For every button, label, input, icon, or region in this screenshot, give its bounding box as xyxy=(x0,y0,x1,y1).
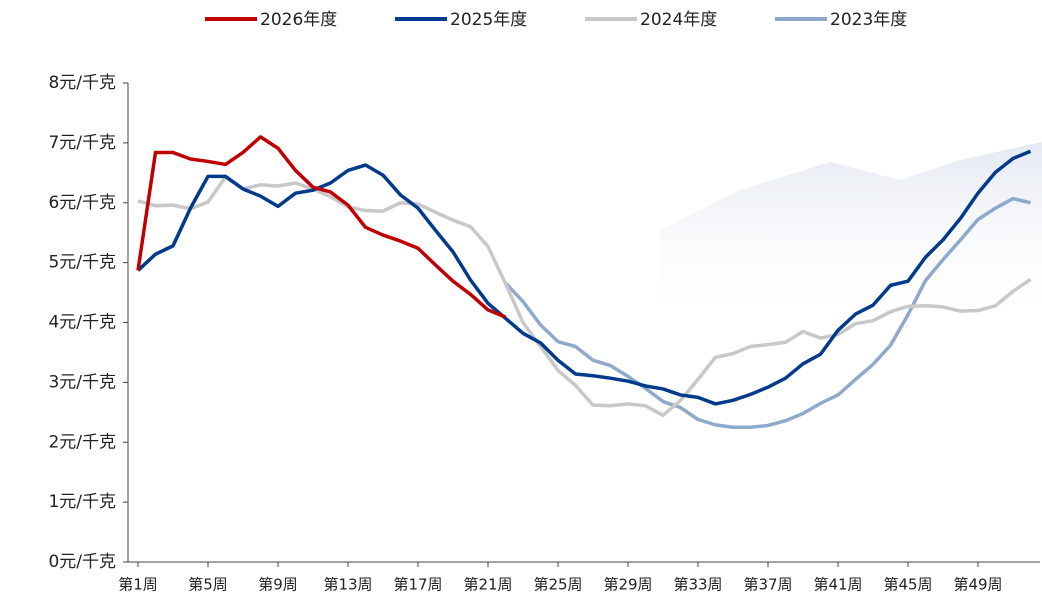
x-tick-label: 第13周 xyxy=(323,576,372,594)
legend-label: 2024年度 xyxy=(640,10,717,30)
y-tick-label: 7元/千克 xyxy=(48,133,116,153)
x-tick-label: 第41周 xyxy=(813,576,862,594)
x-tick-label: 第1周 xyxy=(118,576,158,594)
x-tick-label: 第25周 xyxy=(533,576,582,594)
y-tick-label: 5元/千克 xyxy=(48,253,116,273)
y-tick-label: 0元/千克 xyxy=(48,552,116,572)
series-line xyxy=(136,149,1032,406)
y-tick-label: 4元/千克 xyxy=(48,313,116,333)
series-line xyxy=(136,135,507,319)
y-tick-label: 3元/千克 xyxy=(48,372,116,392)
y-tick-label: 2元/千克 xyxy=(48,432,116,452)
x-tick-label: 第37周 xyxy=(743,576,792,594)
series-line xyxy=(504,196,1031,430)
x-tick-label: 第33周 xyxy=(673,576,722,594)
series-line xyxy=(137,175,1032,418)
y-tick-label: 6元/千克 xyxy=(48,193,116,213)
x-tick-label: 第21周 xyxy=(463,576,512,594)
x-tick-label: 第29周 xyxy=(603,576,652,594)
x-tick-label: 第49周 xyxy=(953,576,1002,594)
background-decoration xyxy=(660,142,1042,330)
x-tick-label: 第45周 xyxy=(883,576,932,594)
x-tick-label: 第17周 xyxy=(393,576,442,594)
x-tick-label: 第5周 xyxy=(188,576,228,594)
legend-label: 2026年度 xyxy=(260,10,337,30)
y-tick-label: 8元/千克 xyxy=(48,73,116,93)
y-tick-label: 1元/千克 xyxy=(48,492,116,512)
legend-label: 2023年度 xyxy=(830,10,907,30)
legend-label: 2025年度 xyxy=(450,10,527,30)
x-tick-label: 第9周 xyxy=(258,576,298,594)
